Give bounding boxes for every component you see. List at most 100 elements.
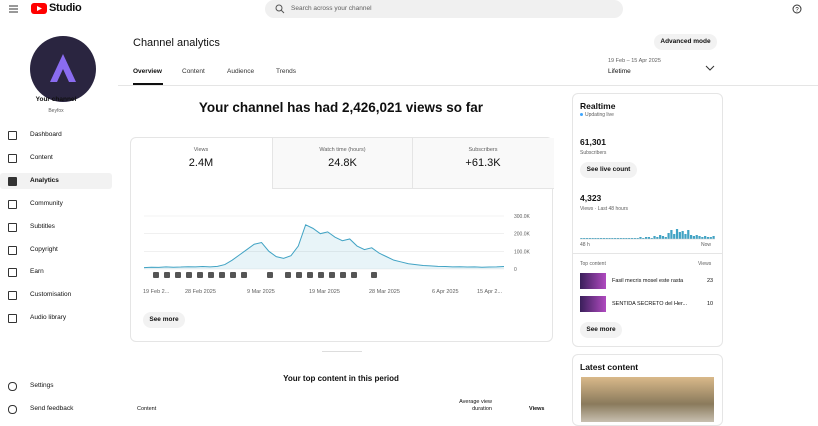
event-marker bbox=[219, 272, 225, 278]
item-thumbnail[interactable] bbox=[580, 296, 606, 312]
period[interactable]: Lifetime bbox=[608, 68, 631, 75]
see-more-button[interactable]: See more bbox=[580, 322, 622, 338]
subscriber-count: 61,301 bbox=[580, 137, 606, 147]
tab[interactable]: Trends bbox=[276, 68, 296, 75]
nav-item[interactable]: Community bbox=[0, 196, 112, 212]
event-marker bbox=[285, 272, 291, 278]
event-marker bbox=[186, 272, 192, 278]
x-tick-label: 6 Apr 2025 bbox=[432, 289, 459, 295]
svg-text:?: ? bbox=[795, 8, 799, 14]
date-range[interactable]: 19 Feb – 15 Apr 2025 bbox=[608, 58, 661, 64]
metric-tab[interactable]: Views 2.4M bbox=[131, 138, 271, 188]
realtime-bar bbox=[712, 236, 715, 239]
top-content-title: Your top content in this period bbox=[283, 374, 399, 383]
nav-item[interactable]: Analytics bbox=[0, 173, 112, 189]
nav-label: Earn bbox=[30, 268, 44, 275]
realtime-bar bbox=[653, 236, 656, 239]
views-label: Views · Last 48 hours bbox=[580, 206, 628, 212]
nav-item[interactable]: Settings bbox=[0, 378, 112, 394]
nav-item[interactable]: Dashboard bbox=[0, 127, 112, 143]
item-title[interactable]: Fasil mecris mosel este rasta bbox=[612, 278, 684, 284]
event-marker bbox=[340, 272, 346, 278]
help-icon[interactable]: ? bbox=[792, 4, 802, 14]
realtime-bar bbox=[673, 234, 676, 239]
realtime-bar bbox=[678, 232, 681, 239]
x-tick-label: 9 Mar 2025 bbox=[247, 289, 275, 295]
realtime-bar bbox=[659, 235, 662, 239]
search-placeholder: Search across your channel bbox=[291, 5, 372, 12]
latest-thumbnail[interactable] bbox=[581, 377, 714, 422]
event-marker bbox=[153, 272, 159, 278]
event-marker bbox=[175, 272, 181, 278]
nav-label: Customisation bbox=[30, 291, 72, 298]
realtime-bar bbox=[639, 237, 642, 239]
bars-end: Now bbox=[701, 242, 712, 248]
item-thumbnail[interactable] bbox=[580, 273, 606, 289]
event-marker bbox=[329, 272, 335, 278]
live-count-button[interactable]: See live count bbox=[580, 162, 637, 178]
realtime-bar bbox=[681, 231, 684, 239]
nav-icon bbox=[8, 154, 17, 163]
realtime-bar bbox=[706, 237, 710, 239]
nav-label: Copyright bbox=[30, 246, 58, 253]
realtime-bar bbox=[630, 238, 634, 239]
realtime-bar bbox=[644, 237, 648, 239]
channel-handle: Beyfox bbox=[48, 108, 64, 114]
event-marker bbox=[371, 272, 377, 278]
event-marker bbox=[307, 272, 313, 278]
realtime-bar bbox=[687, 230, 690, 239]
nav-item[interactable]: Content bbox=[0, 150, 112, 166]
realtime-bar bbox=[692, 236, 696, 239]
metric-tab[interactable]: Watch time (hours) 24.8K bbox=[271, 138, 413, 189]
latest-card: Latest content bbox=[572, 354, 723, 426]
event-marker bbox=[267, 272, 273, 278]
menu-icon[interactable] bbox=[9, 4, 19, 14]
top-bar: Studio Search across your channel ? bbox=[0, 0, 818, 19]
metric-value: 2.4M bbox=[188, 157, 214, 169]
logo-text[interactable]: Studio bbox=[49, 2, 82, 14]
nav-icon bbox=[8, 177, 17, 186]
tab[interactable]: Overview bbox=[133, 68, 162, 75]
advanced-mode-button[interactable]: Advanced mode bbox=[654, 34, 717, 50]
realtime-bar bbox=[650, 238, 653, 239]
see-more-button[interactable]: See more bbox=[143, 312, 185, 328]
realtime-bar bbox=[709, 237, 712, 239]
nav-icon bbox=[8, 131, 17, 140]
metric-value: +61.3K bbox=[465, 157, 501, 169]
realtime-bar bbox=[602, 238, 606, 239]
metric-tab[interactable]: Subscribers +61.3K bbox=[412, 138, 554, 189]
nav-item[interactable]: Copyright bbox=[0, 242, 112, 258]
y-tick-label: 0 bbox=[514, 267, 517, 273]
search-box[interactable]: Search across your channel bbox=[265, 0, 623, 18]
channel-avatar[interactable] bbox=[30, 36, 96, 102]
nav-item[interactable]: Subtitles bbox=[0, 219, 112, 235]
metric-label: Subscribers bbox=[468, 147, 498, 153]
x-tick-label: 28 Feb 2025 bbox=[185, 289, 216, 295]
nav-item[interactable]: Audio library bbox=[0, 310, 112, 326]
realtime-bar bbox=[605, 238, 608, 239]
nav-item[interactable]: Earn bbox=[0, 264, 112, 280]
realtime-bar bbox=[628, 238, 631, 239]
realtime-bar bbox=[616, 238, 620, 239]
nav-item[interactable]: Send feedback bbox=[0, 401, 112, 417]
nav-icon bbox=[8, 223, 17, 232]
x-tick-label: 19 Mar 2025 bbox=[309, 289, 340, 295]
nav-label: Audio library bbox=[30, 314, 67, 321]
logo-icon[interactable] bbox=[31, 3, 47, 14]
realtime-status: Updating live bbox=[585, 112, 614, 118]
tab[interactable]: Content bbox=[182, 68, 205, 75]
event-marker bbox=[230, 272, 236, 278]
realtime-bar bbox=[698, 236, 701, 239]
tab[interactable]: Audience bbox=[227, 68, 255, 75]
period-chevron[interactable] bbox=[705, 64, 715, 72]
item-title[interactable]: SENTIDA SECRETO del Her... bbox=[612, 301, 688, 307]
event-marker bbox=[208, 272, 214, 278]
nav-item[interactable]: Customisation bbox=[0, 287, 112, 303]
event-marker bbox=[296, 272, 302, 278]
x-tick-label: 28 Mar 2025 bbox=[369, 289, 400, 295]
realtime-bar bbox=[597, 238, 600, 239]
divider bbox=[573, 253, 722, 254]
realtime-bar bbox=[689, 235, 693, 239]
item-views: 23 bbox=[707, 278, 714, 284]
realtime-card: Realtime Updating live 61,301 Subscriber… bbox=[572, 93, 723, 347]
